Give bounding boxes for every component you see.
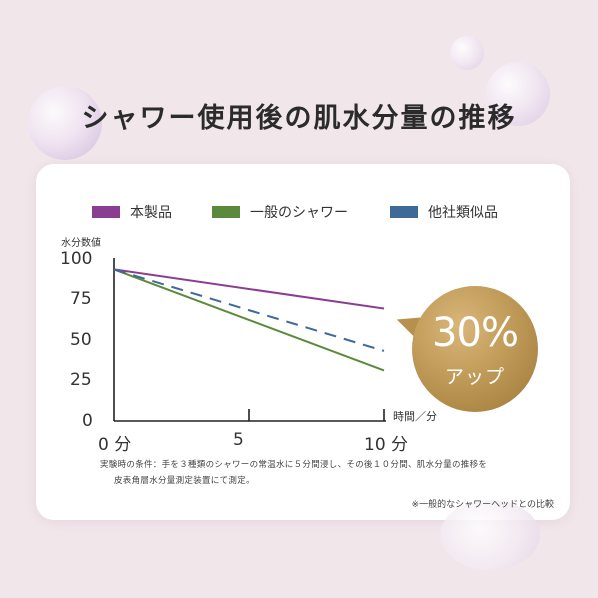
improvement-badge — [412, 286, 538, 412]
y-tick-label: 100 — [60, 249, 93, 269]
y-tick-label: 50 — [70, 330, 92, 350]
x-tick-label: 0 分 — [98, 435, 132, 455]
chart-legend: 本製品 一般のシャワー 他社類似品 — [0, 202, 598, 222]
badge-label: アップ — [444, 366, 505, 388]
legend-label-3: 他社類似品 — [428, 205, 498, 221]
legend-swatch-1 — [92, 206, 120, 218]
legend-item-1: 本製品 — [92, 202, 172, 222]
experiment-note-line-1: 実験時の条件：手を３種類のシャワーの常温水に５分間浸し、その後１０分間、肌水分量… — [100, 460, 488, 470]
footnote: ※一般的なシャワーヘッドとの比較 — [411, 500, 554, 510]
x-tick-label: 10 分 — [364, 435, 409, 455]
series-line-1 — [113, 268, 385, 310]
legend-label-1: 本製品 — [130, 205, 172, 221]
legend-item-3: 他社類似品 — [390, 202, 498, 222]
y-tick-label: 75 — [70, 289, 92, 309]
series-line-3 — [113, 268, 385, 352]
badge-value: 30% — [432, 310, 519, 356]
legend-swatch-3 — [390, 206, 418, 218]
x-tick-label: 5 — [233, 430, 244, 450]
y-axis-label: 水分数値 — [61, 238, 101, 249]
series-line-2 — [113, 268, 385, 372]
legend-item-2: 一般のシャワー — [212, 202, 348, 222]
experiment-note-line-2: 皮表角層水分量測定装置にて測定。 — [114, 476, 255, 486]
x-axis-label: 時間／分 — [393, 410, 437, 423]
y-tick-label: 25 — [70, 370, 92, 390]
legend-label-2: 一般のシャワー — [250, 205, 348, 221]
legend-swatch-2 — [212, 206, 240, 218]
y-tick-label: 0 — [82, 411, 93, 431]
page-title: シャワー使用後の肌水分量の推移 — [81, 103, 517, 134]
